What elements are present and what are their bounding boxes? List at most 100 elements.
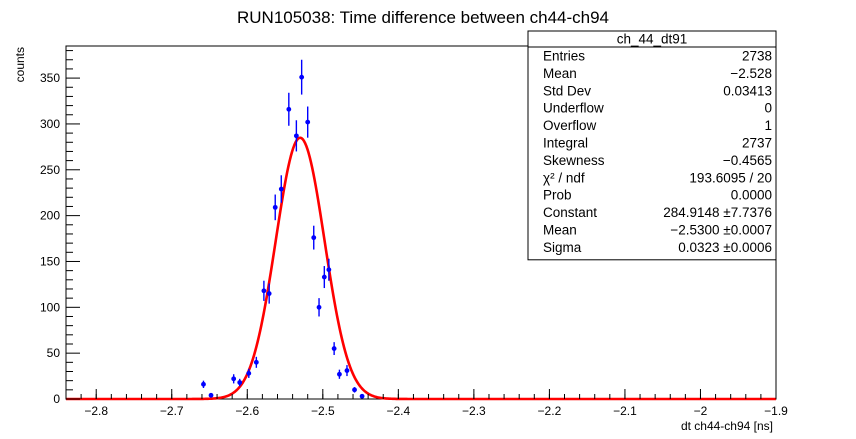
point-marker xyxy=(316,304,322,310)
y-tick-label: 50 xyxy=(47,346,61,360)
x-axis-label: dt ch44-ch94 [ns] xyxy=(681,419,773,433)
stats-row-value: −2.5300 ±0.0007 xyxy=(670,223,772,238)
chart-title: RUN105038: Time difference between ch44-… xyxy=(237,8,609,27)
data-point xyxy=(316,298,322,317)
data-point xyxy=(237,378,243,387)
data-point xyxy=(321,266,327,289)
x-tick-label: −2.5 xyxy=(311,404,335,418)
stats-row-label: Sigma xyxy=(543,240,582,255)
point-marker xyxy=(246,370,252,376)
point-marker xyxy=(201,381,206,387)
y-tick-label: 100 xyxy=(40,300,60,314)
stats-row-value: −2.528 xyxy=(730,66,772,81)
point-marker xyxy=(237,380,243,385)
stats-box: ch_44_dt91 Entries 2738 Mean −2.528 Std Dev 0.… xyxy=(527,30,777,261)
data-point xyxy=(246,368,252,378)
stats-row-value: 2737 xyxy=(742,136,772,151)
data-point xyxy=(201,380,206,388)
x-tick-label: −2.6 xyxy=(235,404,259,418)
point-marker xyxy=(337,371,342,377)
gaussian-fit-layer xyxy=(65,136,777,401)
point-marker xyxy=(321,274,327,280)
point-marker xyxy=(344,368,350,373)
y-tick-label: 200 xyxy=(40,209,60,223)
data-point xyxy=(253,356,259,368)
x-tick-label: −2.8 xyxy=(84,404,108,418)
point-marker xyxy=(231,376,237,382)
gaussian-fit-curve xyxy=(65,136,777,401)
point-marker xyxy=(359,393,365,399)
data-point xyxy=(231,374,237,384)
stats-box-header: ch_44_dt91 xyxy=(617,32,688,47)
data-points-layer xyxy=(201,59,365,399)
data-point xyxy=(326,258,332,281)
y-axis: 0 50 100 150 200 250 300 350 xyxy=(40,50,80,406)
data-point xyxy=(278,175,284,203)
data-point xyxy=(305,106,311,138)
point-marker xyxy=(286,106,292,112)
stats-row-value: 0.0000 xyxy=(731,188,772,203)
data-point xyxy=(311,225,317,250)
data-point xyxy=(272,194,278,221)
data-point xyxy=(337,369,342,379)
stats-row-value: 2738 xyxy=(742,49,772,64)
data-point xyxy=(344,365,350,377)
x-tick-label: −2.7 xyxy=(160,404,184,418)
data-point xyxy=(331,342,337,355)
data-point xyxy=(359,393,365,399)
point-marker xyxy=(305,119,311,125)
stats-row-label: Mean xyxy=(543,66,577,81)
data-point xyxy=(352,387,357,393)
stats-box-border xyxy=(527,30,777,261)
y-tick-label: 250 xyxy=(40,163,60,177)
point-marker xyxy=(278,186,284,192)
y-tick-label: 300 xyxy=(40,117,60,131)
y-tick-label: 350 xyxy=(40,71,60,85)
stats-row-value: 284.9148 ±7.7376 xyxy=(663,205,772,220)
stats-row-value: 0 xyxy=(764,101,772,116)
point-marker xyxy=(272,204,278,210)
x-tick-label: −2.4 xyxy=(386,404,410,418)
data-point xyxy=(286,92,292,126)
point-marker xyxy=(311,235,317,241)
point-marker xyxy=(253,359,259,365)
stats-row-value: −0.4565 xyxy=(723,153,772,168)
x-tick-label: −2.3 xyxy=(462,404,486,418)
stats-row-label: Skewness xyxy=(543,153,605,168)
data-point xyxy=(293,120,299,152)
stats-row-value: 1 xyxy=(764,118,772,133)
point-marker xyxy=(293,133,299,139)
stats-row-label: Entries xyxy=(543,49,585,64)
point-marker xyxy=(352,387,357,393)
point-marker xyxy=(266,291,272,296)
x-tick-label: −1.9 xyxy=(764,404,788,418)
data-point xyxy=(299,59,305,95)
stats-row-label: Underflow xyxy=(543,101,604,116)
stats-row-label: Integral xyxy=(543,136,588,151)
point-marker xyxy=(208,392,214,398)
stats-row-label: Overflow xyxy=(543,118,597,133)
point-marker xyxy=(331,346,337,351)
data-point xyxy=(208,392,214,398)
y-axis-label: counts xyxy=(13,47,27,82)
point-marker xyxy=(326,267,332,273)
stats-row-label: Prob xyxy=(543,188,572,203)
data-point xyxy=(261,280,267,301)
x-tick-label: −2.1 xyxy=(613,404,637,418)
data-point xyxy=(266,283,272,304)
y-tick-label: 150 xyxy=(40,254,60,268)
stats-row-label: Constant xyxy=(543,205,597,220)
x-axis: −2.8 −2.7 −2.6 −2.5 −2.4 −2.3 −2.2 −2.1 −2 −1.9 xyxy=(65,389,788,418)
stats-row-value: 193.6095 / 20 xyxy=(689,170,772,185)
y-tick-label: 0 xyxy=(53,392,60,406)
stats-row-label: Std Dev xyxy=(543,83,591,98)
stats-row-value: 0.0323 ±0.0006 xyxy=(678,240,772,255)
stats-row-value: 0.03413 xyxy=(723,83,772,98)
stats-row-label: Mean xyxy=(543,223,577,238)
x-tick-label: −2.2 xyxy=(538,404,562,418)
stats-row-label: χ² / ndf xyxy=(543,170,585,185)
x-tick-label: −2 xyxy=(694,404,708,418)
point-marker xyxy=(261,288,267,294)
point-marker xyxy=(299,74,305,80)
